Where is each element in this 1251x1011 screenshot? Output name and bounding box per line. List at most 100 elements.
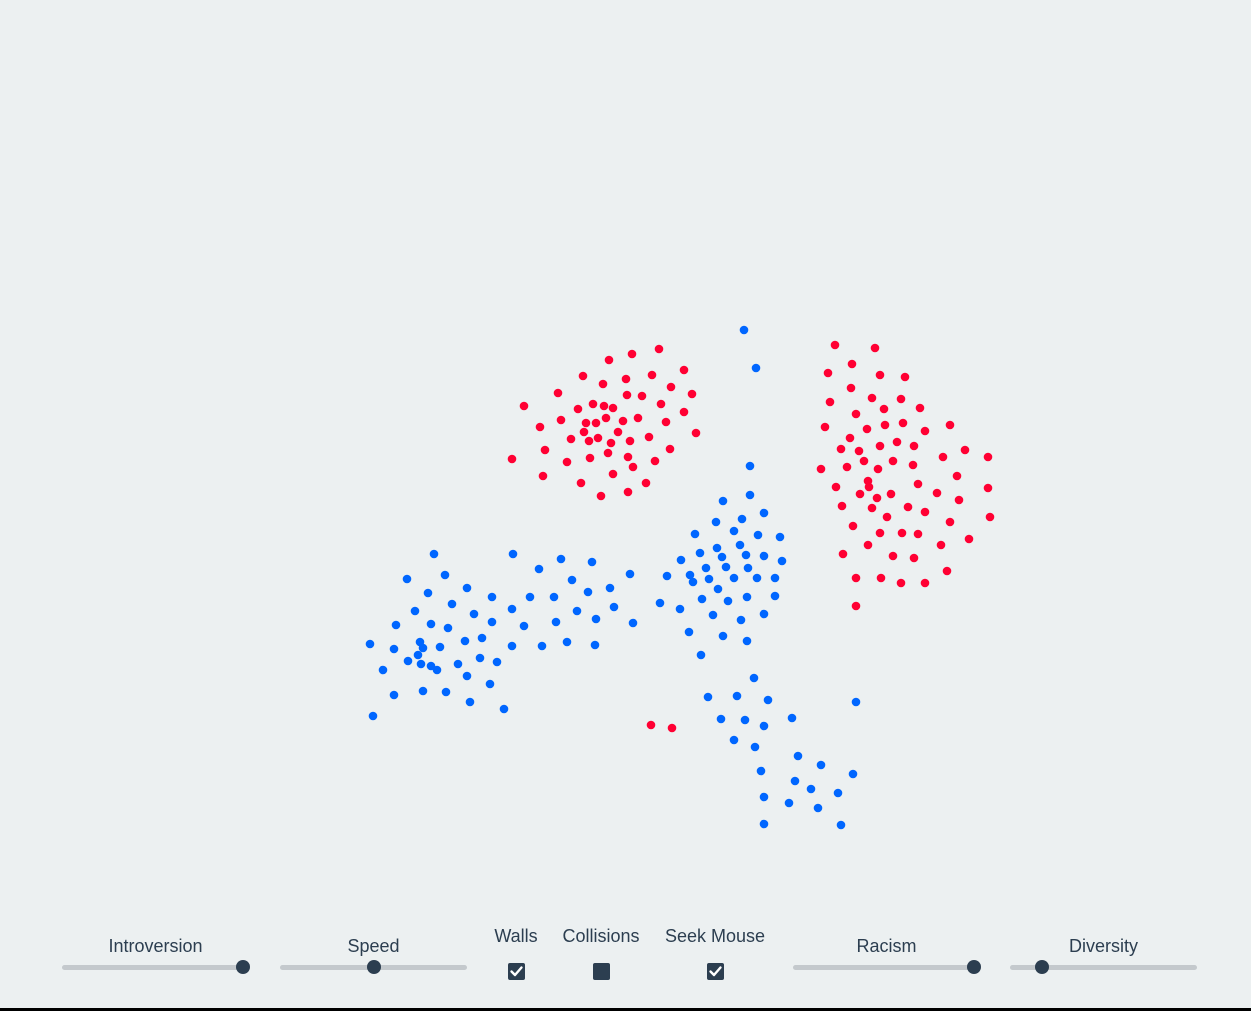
blue-agent [712, 543, 722, 553]
red-agent [851, 573, 861, 583]
collisions-checkbox[interactable] [593, 963, 610, 980]
red-agent [621, 374, 631, 384]
red-agent [628, 462, 638, 472]
blue-agent [787, 713, 797, 723]
racism-slider-knob[interactable] [967, 960, 982, 974]
red-agent [879, 404, 889, 414]
red-agent [650, 456, 660, 466]
blue-agent [756, 766, 766, 776]
red-agent [898, 418, 908, 428]
blue-agent [675, 604, 685, 614]
blue-agent [759, 792, 769, 802]
red-agent [618, 416, 628, 426]
blue-agent [391, 620, 401, 630]
blue-agent [713, 584, 723, 594]
introversion-slider[interactable] [62, 960, 251, 974]
introversion-slider-knob[interactable] [236, 960, 251, 974]
red-agent [553, 388, 563, 398]
blue-agent [426, 619, 436, 629]
seek-mouse-checkbox[interactable] [707, 963, 724, 980]
blue-agent [759, 508, 769, 518]
red-agent [845, 433, 855, 443]
red-agent [920, 578, 930, 588]
red-agent [625, 436, 635, 446]
red-agent [888, 551, 898, 561]
red-agent [851, 409, 861, 419]
blue-agent [813, 803, 823, 813]
red-agent [875, 370, 885, 380]
red-agent [601, 413, 611, 423]
red-agent [584, 436, 594, 446]
blue-agent [423, 588, 433, 598]
racism-slider[interactable] [793, 960, 982, 974]
blue-agent [759, 721, 769, 731]
red-agent [854, 446, 864, 456]
blue-agent [368, 711, 378, 721]
blue-agent [745, 490, 755, 500]
red-agent [566, 434, 576, 444]
red-agent [909, 553, 919, 563]
racism-label: Racism [856, 936, 917, 956]
blue-agent [701, 563, 711, 573]
blue-agent [688, 577, 698, 587]
blue-agent [492, 657, 502, 667]
blue-agent [790, 776, 800, 786]
walls-checkbox[interactable] [508, 963, 525, 980]
red-agent [540, 445, 550, 455]
diversity-slider[interactable] [1010, 960, 1197, 974]
blue-agent [410, 606, 420, 616]
red-agent [646, 720, 656, 730]
blue-agent [418, 643, 428, 653]
red-agent [535, 422, 545, 432]
blue-agent [753, 530, 763, 540]
seek-mouse-label: Seek Mouse [664, 926, 766, 946]
red-agent [838, 549, 848, 559]
red-agent [842, 462, 852, 472]
red-agent [897, 528, 907, 538]
blue-agent [525, 592, 535, 602]
red-agent [892, 437, 902, 447]
red-agent [637, 391, 647, 401]
blue-agent [462, 583, 472, 593]
blue-agent [519, 621, 529, 631]
blue-agent [741, 550, 751, 560]
blue-agent [745, 461, 755, 471]
blue-agent [440, 570, 450, 580]
red-agent [667, 723, 677, 733]
red-agent [876, 573, 886, 583]
diversity-control: Diversity [1010, 936, 1197, 957]
red-agent [945, 517, 955, 527]
red-agent [851, 601, 861, 611]
blue-agent [625, 569, 635, 579]
red-agent [623, 487, 633, 497]
red-agent [936, 540, 946, 550]
speed-slider[interactable] [280, 960, 467, 974]
blue-agent [742, 592, 752, 602]
red-agent [862, 424, 872, 434]
diversity-slider-knob[interactable] [1034, 960, 1049, 974]
blue-agent [460, 636, 470, 646]
red-agent [903, 502, 913, 512]
red-agent [932, 488, 942, 498]
simulation-canvas[interactable] [0, 0, 1251, 900]
red-agent [622, 390, 632, 400]
blue-agent [590, 640, 600, 650]
red-agent [588, 399, 598, 409]
blue-agent [475, 653, 485, 663]
collisions-control: Collisions [551, 926, 651, 947]
red-agent [593, 433, 603, 443]
blue-agent [743, 563, 753, 573]
speed-slider-knob[interactable] [366, 960, 381, 974]
red-agent [585, 453, 595, 463]
red-agent [556, 415, 566, 425]
red-agent [519, 401, 529, 411]
red-agent [913, 529, 923, 539]
red-agent [920, 507, 930, 517]
walls-control: Walls [466, 926, 566, 947]
red-agent [896, 578, 906, 588]
red-agent [942, 566, 952, 576]
seek-mouse-control: Seek Mouse [655, 926, 775, 947]
red-agent [836, 444, 846, 454]
blue-agent [721, 562, 731, 572]
red-agent [983, 483, 993, 493]
